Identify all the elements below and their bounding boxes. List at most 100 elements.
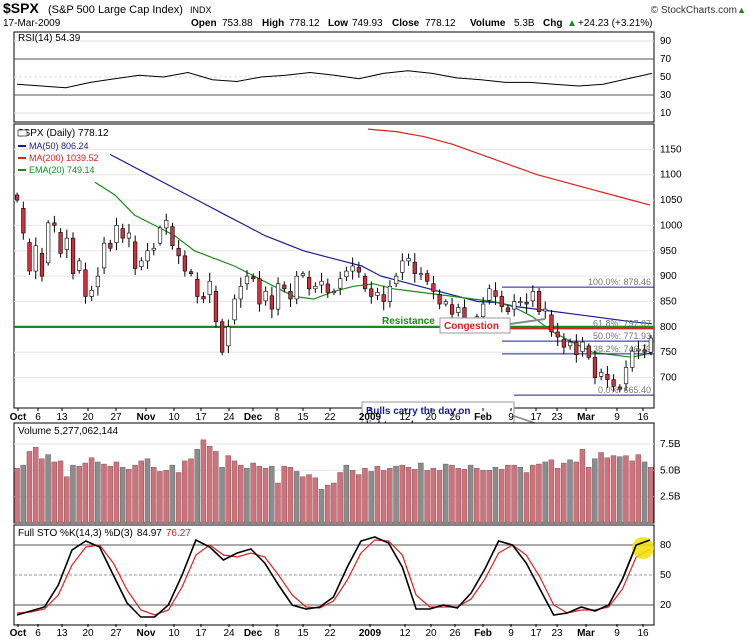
high-value: 778.12	[289, 18, 320, 29]
exchange: INDX	[190, 5, 212, 15]
volume-bar	[511, 464, 517, 524]
price-layer: 100.0%: 878.46 61.8%: 797.07 50.0%: 771.93…	[14, 128, 654, 396]
volume-bar	[169, 464, 176, 524]
volume-bar	[82, 462, 89, 524]
candle-body	[33, 245, 38, 272]
rsi-tick-label: 90	[660, 36, 672, 47]
volume-bar	[349, 470, 356, 524]
ma200-line	[367, 128, 651, 206]
candle-body	[15, 194, 20, 201]
candle-body	[350, 265, 355, 272]
candle-body	[182, 255, 187, 272]
x-axis-label: Feb	[474, 412, 492, 423]
sto-panel: Full STO %K(14,3) %D(3) 84.97 76.27 80 50 20	[13, 524, 672, 626]
chg-label: Chg	[543, 18, 562, 29]
candle-body	[157, 227, 163, 244]
price-tick-label: 1150	[660, 144, 682, 155]
x-axis-top: Oct 6 13 20 27 Nov 10 17 24 Dec 8 15 22 2009 12 20 26 Feb…	[10, 408, 649, 423]
volume-bar	[200, 439, 207, 524]
x-axis-label: 17	[195, 412, 207, 423]
volume-bar	[592, 458, 598, 524]
volume-bar	[163, 470, 169, 524]
candle-body	[580, 341, 585, 352]
sto-label: Full STO %K(14,3) %D(3) 84.97 76.27	[18, 528, 191, 539]
candle-body	[70, 237, 76, 274]
candle-body	[244, 275, 250, 285]
volume-bar	[486, 470, 492, 524]
volume-bar	[39, 458, 45, 524]
volume-bar	[150, 467, 157, 524]
candle-body	[269, 295, 274, 310]
volume-bar	[480, 470, 486, 524]
volume-bar	[579, 449, 586, 524]
candle-body	[369, 288, 374, 297]
open-value: 753.88	[222, 18, 253, 29]
congestion-arrow	[509, 318, 546, 325]
candle-body	[456, 307, 461, 313]
candle-body	[642, 349, 647, 353]
volume-bar	[629, 460, 635, 524]
candle-body	[126, 232, 132, 239]
sto-layer	[16, 536, 654, 618]
volume-bar	[343, 464, 350, 524]
sto-d-value: 76.27	[166, 528, 191, 539]
candle-body	[630, 350, 635, 368]
price-ticks: 1150 1100 1050 1000 950 900 850 800 750 700	[660, 144, 683, 383]
candle-body	[387, 285, 393, 302]
close-value: 778.12	[425, 18, 456, 29]
chg-value: +24.23 (+3.21%)	[578, 18, 653, 29]
candle-body	[133, 241, 138, 269]
volume-bar	[312, 477, 318, 524]
volume-bar	[14, 468, 20, 524]
fib-label: 50.0%: 771.93	[593, 331, 651, 341]
candle-body	[431, 283, 436, 292]
candle-body	[493, 290, 498, 297]
volume-bar	[523, 472, 530, 524]
candle-body	[170, 226, 175, 247]
candle-body	[592, 356, 598, 378]
volume-bar	[101, 463, 107, 524]
rsi-layer	[16, 70, 653, 89]
volume-bar	[244, 468, 250, 524]
price-tick-label: 800	[660, 322, 677, 333]
x-axis-label: 27	[110, 628, 122, 639]
volume-bar	[213, 451, 219, 524]
price-tick-label: 1050	[660, 195, 683, 206]
price-panel-frame	[13, 123, 655, 409]
volume-bar	[461, 469, 468, 524]
candle-body	[449, 304, 455, 315]
volume-bar	[20, 464, 26, 524]
candle-body	[120, 228, 125, 239]
x-axis-label: Oct	[10, 412, 27, 423]
volume-bar	[362, 468, 368, 524]
congestion-box	[439, 317, 511, 334]
volume-bar	[648, 467, 654, 524]
volume-bar	[567, 459, 573, 524]
volume-bar	[64, 476, 70, 524]
candle-body	[568, 341, 573, 347]
volume-bar	[548, 459, 555, 524]
volume-bar	[530, 464, 536, 524]
volume-bar	[368, 471, 374, 524]
volume-bar	[45, 454, 51, 524]
volume-bar	[157, 471, 163, 524]
x-axis-label: 17	[530, 628, 542, 639]
candle-body	[282, 284, 287, 290]
volume-bar	[107, 465, 113, 524]
x-axis-label: 8	[274, 628, 280, 639]
volume-bar	[194, 449, 200, 524]
sto-grid	[14, 544, 654, 606]
candle-body	[232, 298, 237, 321]
x-axis-label: 10	[168, 628, 180, 639]
volume-bar	[231, 460, 238, 524]
volume-bar	[387, 468, 393, 524]
x-axis-label: 27	[110, 412, 122, 423]
volume-bar	[293, 471, 300, 524]
sto-k-line	[16, 536, 651, 618]
price-tick-label: 850	[660, 297, 677, 308]
copyright-icon: ▲	[737, 5, 746, 15]
volume-bar	[132, 464, 138, 524]
candle-body	[505, 307, 511, 312]
candle-body	[275, 283, 281, 310]
